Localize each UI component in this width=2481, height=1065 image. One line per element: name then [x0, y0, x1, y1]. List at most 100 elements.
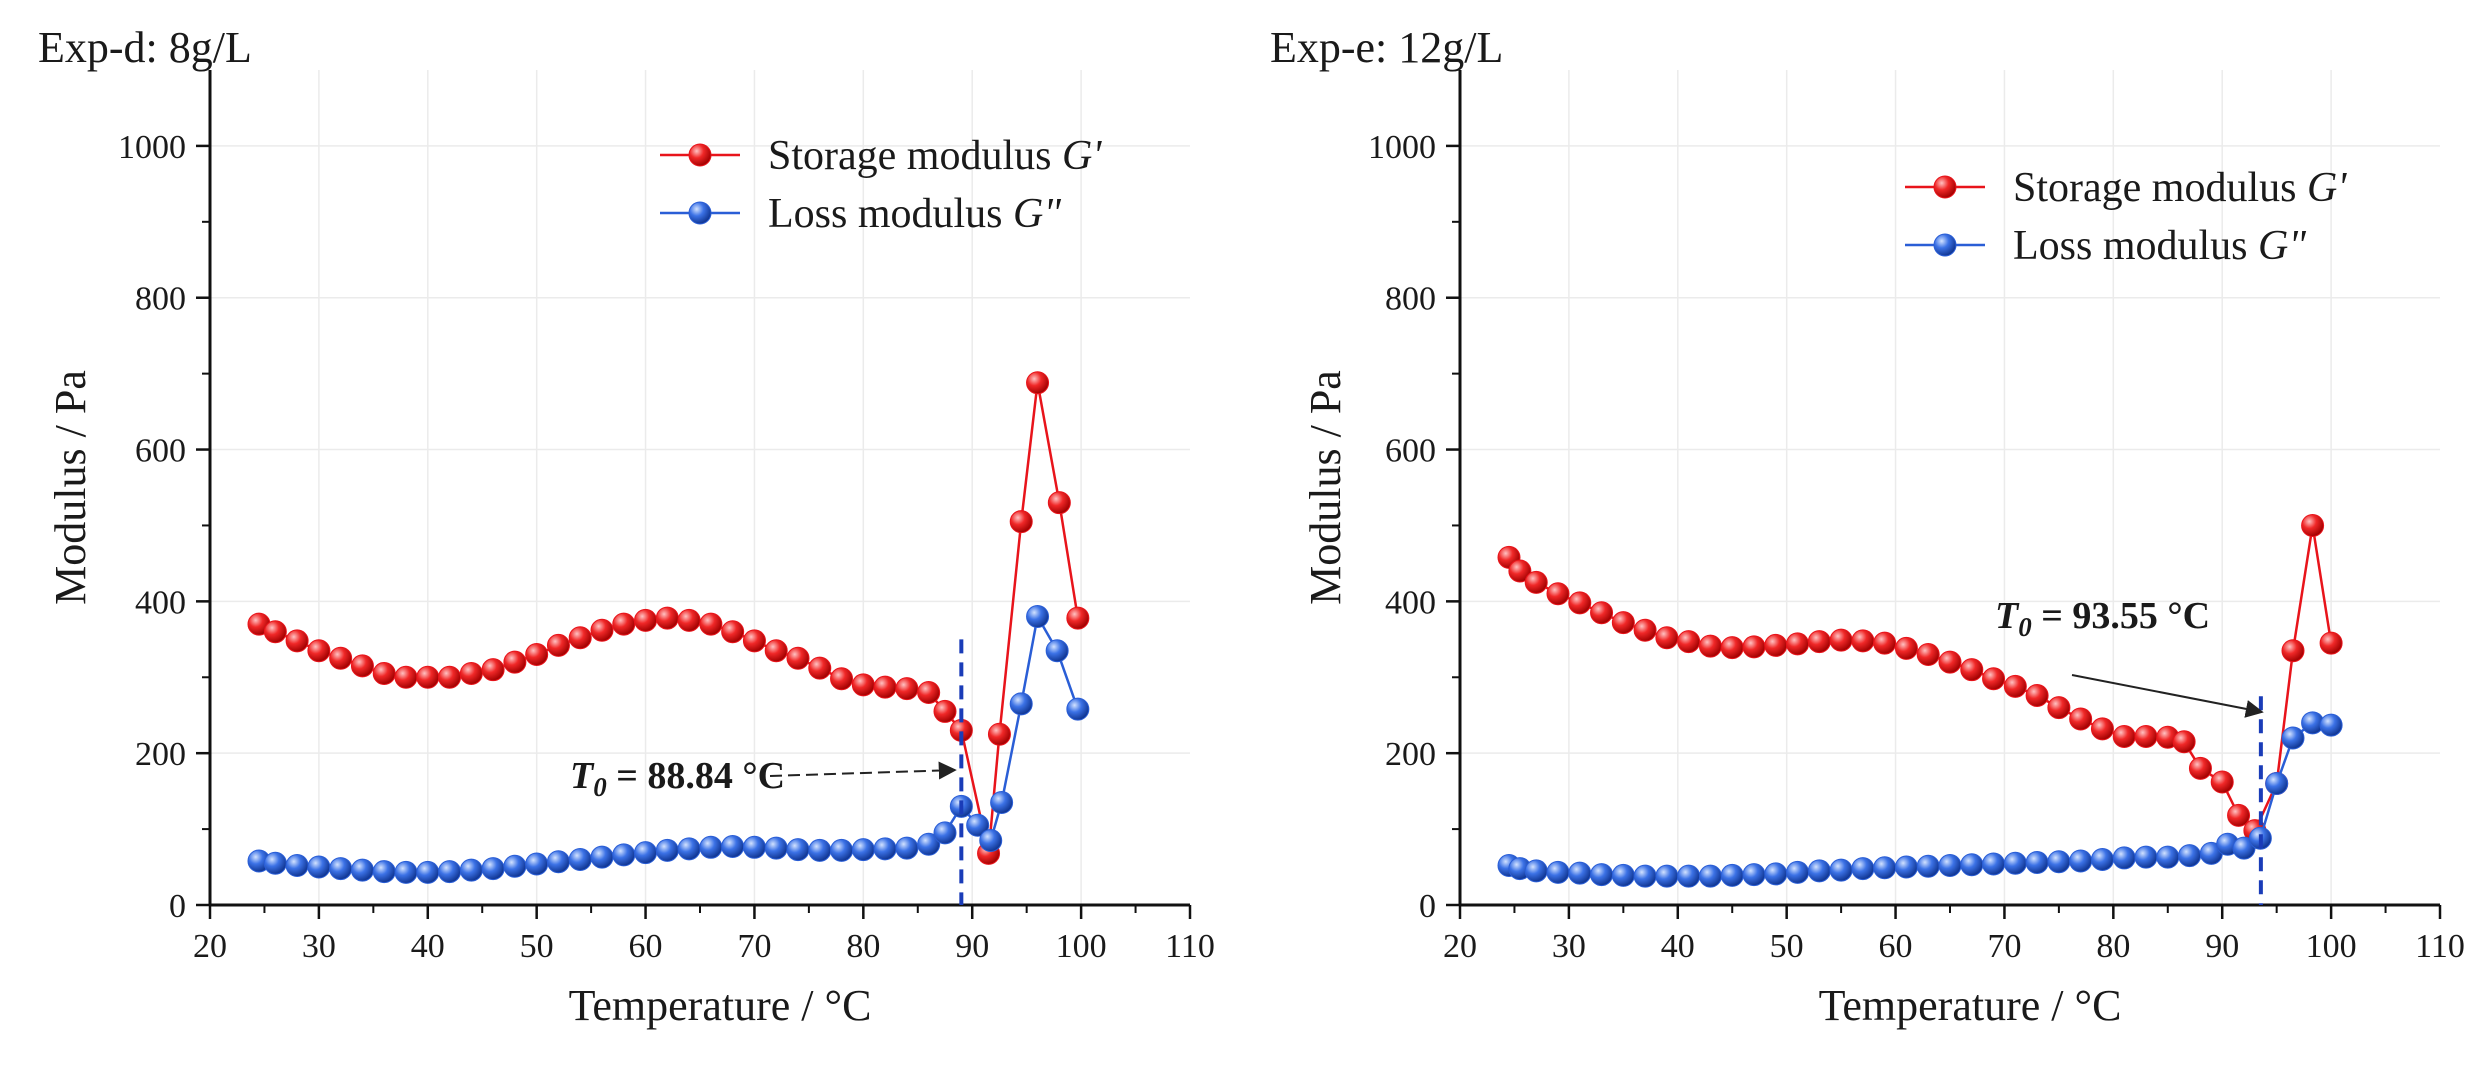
- data-point-loss: [1655, 864, 1679, 888]
- data-point-loss: [1611, 863, 1635, 887]
- data-point-loss: [1524, 859, 1548, 883]
- data-point-loss: [2112, 846, 2136, 870]
- data-point-storage: [1764, 633, 1788, 657]
- data-point-loss: [263, 851, 287, 875]
- data-point-loss: [655, 838, 679, 862]
- annotation-symbol: T: [570, 755, 595, 797]
- data-point-loss: [2134, 845, 2158, 869]
- x-tick-label: 100: [1056, 928, 1107, 965]
- data-point-storage: [1786, 632, 1810, 656]
- data-point-loss: [416, 860, 440, 884]
- data-point-loss: [2156, 845, 2180, 869]
- x-tick-label: 50: [520, 928, 554, 965]
- data-point-loss: [677, 837, 701, 861]
- data-point-loss: [1873, 856, 1897, 880]
- y-tick-label: 200: [135, 736, 186, 773]
- data-point-storage: [394, 665, 418, 689]
- data-point-loss: [2281, 726, 2305, 750]
- data-point-loss: [1026, 605, 1050, 629]
- data-point-loss: [350, 858, 374, 882]
- data-point-storage: [416, 665, 440, 689]
- data-point-storage: [764, 639, 788, 663]
- data-point-storage: [1009, 510, 1033, 534]
- data-point-storage: [1677, 630, 1701, 654]
- data-point-storage: [2172, 730, 2196, 754]
- data-point-loss: [1546, 860, 1570, 884]
- legend-text: Loss modulus: [2013, 223, 2258, 269]
- data-point-loss: [830, 838, 854, 862]
- data-point-storage: [1851, 629, 1875, 653]
- chart-panel-exp-e: Exp-e: 12g/L 20 30 40 50 60 70 80 90 100 110 0 200 4…: [1270, 23, 2465, 1030]
- data-point-storage: [372, 661, 396, 685]
- data-point-storage: [2301, 513, 2325, 537]
- data-point-storage: [634, 608, 658, 632]
- data-point-loss: [1786, 860, 1810, 884]
- data-point-storage: [459, 661, 483, 685]
- data-point-loss: [1764, 862, 1788, 886]
- data-point-storage: [721, 620, 745, 644]
- panel-title: Exp-e: 12g/L: [1270, 23, 1503, 72]
- legend-symbol: G': [1062, 133, 1102, 179]
- data-point-storage: [1655, 626, 1679, 650]
- data-point-storage: [1982, 667, 2006, 691]
- y-tick-label: 600: [1385, 433, 1436, 470]
- legend-text: Loss modulus: [768, 191, 1013, 237]
- x-tick-label: 50: [1770, 928, 1804, 965]
- data-point-storage: [933, 699, 957, 723]
- y-tick-label: 800: [1385, 281, 1436, 318]
- y-axis-label: Modulus / Pa: [46, 370, 95, 605]
- data-point-storage: [2319, 631, 2343, 655]
- data-point-loss: [525, 852, 549, 876]
- data-point-storage: [481, 658, 505, 682]
- x-tick-label: 100: [2306, 928, 2357, 965]
- data-point-loss: [1698, 864, 1722, 888]
- data-point-storage: [1938, 650, 1962, 674]
- legend-symbol: G": [2258, 223, 2306, 269]
- data-point-loss: [394, 860, 418, 884]
- legend-label: Storage modulus G': [2013, 165, 2347, 211]
- data-point-storage: [1873, 631, 1897, 655]
- data-point-loss: [1045, 639, 1069, 663]
- legend-marker: [1933, 175, 1957, 199]
- data-point-loss: [1894, 855, 1918, 879]
- data-point-loss: [438, 860, 462, 884]
- data-point-loss: [1916, 854, 1940, 878]
- data-point-loss: [1851, 857, 1875, 881]
- x-tick-label: 20: [193, 928, 227, 965]
- data-point-loss: [808, 838, 832, 862]
- x-tick-label: 110: [1165, 928, 1215, 965]
- data-point-storage: [917, 680, 941, 704]
- data-point-storage: [438, 665, 462, 689]
- legend-marker: [1933, 233, 1957, 257]
- x-axis-label: Temperature / °C: [569, 981, 872, 1030]
- data-point-storage: [1633, 618, 1657, 642]
- data-point-loss: [2265, 772, 2289, 796]
- data-point-loss: [1009, 692, 1033, 716]
- legend: Storage modulus G' Loss modulus G": [1905, 165, 2347, 269]
- panel-title: Exp-d: 8g/L: [38, 23, 252, 72]
- data-point-storage: [1546, 582, 1570, 606]
- data-point-loss: [742, 835, 766, 859]
- data-point-loss: [590, 845, 614, 869]
- data-point-loss: [1590, 863, 1614, 887]
- data-point-storage: [830, 667, 854, 691]
- data-point-loss: [873, 837, 897, 861]
- y-tick-label: 200: [1385, 736, 1436, 773]
- annotation-subscript: 0: [2018, 612, 2032, 642]
- y-tick-label: 400: [135, 584, 186, 621]
- x-tick-label: 30: [1552, 928, 1586, 965]
- data-point-storage: [1590, 601, 1614, 625]
- data-point-loss: [2047, 850, 2071, 874]
- y-tick-label: 0: [169, 888, 186, 925]
- y-axis-label: Modulus / Pa: [1301, 370, 1350, 605]
- y-tick-label: 600: [135, 433, 186, 470]
- data-point-loss: [786, 838, 810, 862]
- x-tick-label: 70: [737, 928, 771, 965]
- data-point-storage: [1807, 630, 1831, 654]
- data-point-storage: [655, 606, 679, 630]
- data-point-loss: [1066, 697, 1090, 721]
- data-point-storage: [503, 650, 527, 674]
- data-point-storage: [307, 639, 331, 663]
- data-point-storage: [1524, 570, 1548, 594]
